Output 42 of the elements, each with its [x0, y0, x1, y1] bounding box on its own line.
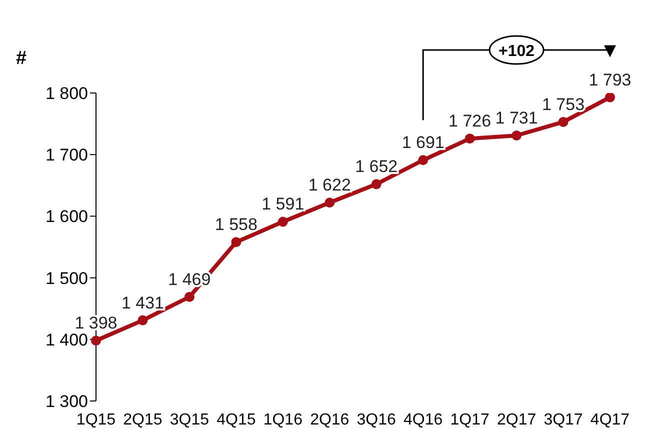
- x-tick-label: 2Q16: [310, 411, 350, 428]
- x-tick-label: 4Q15: [216, 411, 256, 428]
- y-tick-label: 1 600: [45, 207, 88, 226]
- data-label: 1 558: [214, 215, 258, 234]
- point: [605, 93, 615, 102]
- data-label: 1 622: [308, 176, 351, 195]
- point: [231, 237, 242, 248]
- y-tick-label: 1 800: [45, 84, 88, 104]
- point: [91, 336, 101, 346]
- x-tick-label: 2Q17: [496, 411, 536, 428]
- x-tick-label: 2Q15: [123, 411, 162, 428]
- point: [464, 134, 475, 144]
- data-label: 1 726: [448, 112, 492, 131]
- text: +102: [498, 43, 535, 60]
- data-label: 1 731: [495, 108, 538, 128]
- point: [371, 179, 382, 190]
- data-label: 1 793: [588, 70, 632, 90]
- point: [324, 198, 335, 208]
- x-tick-label: 3Q17: [544, 411, 583, 428]
- point: [184, 292, 194, 302]
- x-tick-label: 3Q15: [170, 411, 210, 428]
- x-tick-label: 4Q16: [404, 411, 443, 428]
- x-tick-label: 1Q15: [76, 411, 116, 428]
- y-tick-label: 1 400: [45, 330, 88, 350]
- x-tick-label: 4Q17: [590, 411, 630, 428]
- data-label: 1 431: [121, 293, 164, 312]
- y-tick-label: 1 500: [45, 268, 88, 288]
- x-tick-label: 3Q16: [356, 411, 396, 428]
- data-label: 1 753: [542, 94, 585, 114]
- y-tick-label: 1 700: [45, 146, 88, 165]
- data-label: 1 591: [262, 194, 304, 214]
- x-tick-label: 1Q17: [450, 411, 490, 428]
- point: [418, 155, 428, 166]
- point: [278, 216, 288, 227]
- data-label: 1 652: [355, 157, 398, 176]
- x-tick-label: 1Q16: [263, 411, 303, 428]
- y-axis-title: #: [16, 48, 27, 70]
- point: [558, 116, 568, 127]
- point: [138, 315, 148, 326]
- data-label: 1 691: [402, 133, 444, 152]
- point: [512, 130, 522, 141]
- y-tick-label: 1 300: [45, 392, 88, 412]
